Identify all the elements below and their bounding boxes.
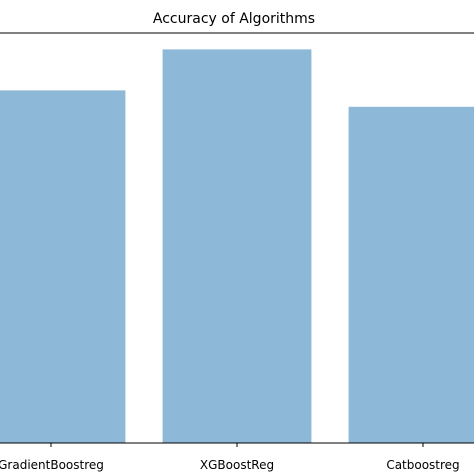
- x-tick-label-xgboostreg: XGBoostReg: [200, 458, 274, 472]
- bar-xgboostreg: [162, 49, 312, 444]
- x-tick-label-catboostreg: Catboostreg: [386, 458, 459, 472]
- x-ticks-group: GradientBoostreg XGBoostReg Catboostreg: [0, 443, 460, 472]
- bar-gradientboostreg: [0, 90, 126, 444]
- bars-group: [0, 49, 474, 444]
- chart-title: Accuracy of Algorithms: [153, 11, 315, 27]
- bar-catboostreg: [348, 106, 474, 444]
- x-tick-label-gradientboostreg: GradientBoostreg: [0, 458, 104, 472]
